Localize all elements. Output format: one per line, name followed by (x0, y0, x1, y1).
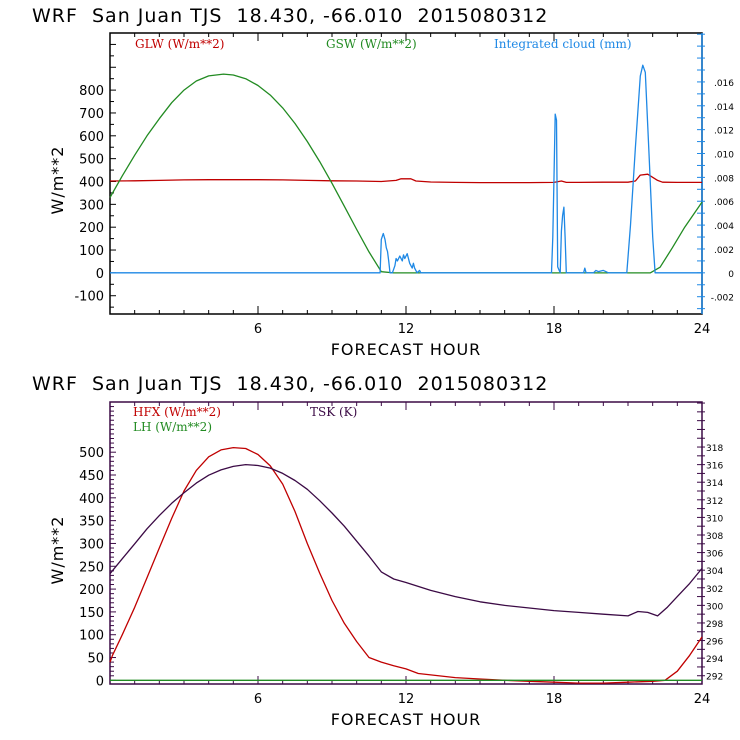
series-line-tsk (109, 463, 703, 617)
y2-tick-label: 316 (706, 462, 723, 472)
x-tick-label: 24 (694, 692, 711, 707)
y-tick-label: 0 (96, 267, 104, 282)
series-line-gsw (109, 73, 703, 274)
y-tick-label: 400 (79, 175, 104, 190)
y2-tick-label: 296 (706, 638, 723, 648)
y2-tick-label: 298 (706, 620, 723, 630)
y-tick-label: 250 (79, 560, 104, 575)
y-tick-label: 700 (79, 107, 104, 122)
y-axis-label: W/m**2 (48, 516, 67, 585)
y2-tick-label: .012 (714, 127, 734, 137)
x-tick-label: 18 (546, 692, 563, 707)
legend-hfx: HFX (W/m**2) (133, 405, 221, 419)
y-tick-label: 0 (96, 674, 104, 689)
legend-glw: GLW (W/m**2) (135, 37, 224, 51)
x-axis-label: FORECAST HOUR (331, 340, 482, 359)
y2-tick-label: .016 (714, 79, 734, 89)
y-axis-label: W/m**2 (48, 146, 67, 215)
y2-tick-label: 314 (706, 479, 723, 489)
y2-tick-label: 308 (706, 532, 723, 542)
legend-cloud: Integrated cloud (mm) (494, 37, 632, 51)
y-tick-label: 350 (79, 515, 104, 530)
y-tick-label: 300 (79, 198, 104, 213)
y2-tick-label: .002 (714, 246, 734, 256)
legend-gsw: GSW (W/m**2) (326, 37, 417, 51)
y-tick-label: 500 (79, 153, 104, 168)
chart-upper: WRF San Juan TJS 18.430, -66.010 2015080… (32, 5, 734, 359)
y2-tick-label: .010 (714, 151, 734, 161)
y2-tick-label: -.002 (711, 294, 734, 304)
y2-tick-label: 318 (706, 444, 723, 454)
series-gsw (109, 73, 703, 274)
legend-tsk: TSK (K) (310, 405, 357, 419)
series-line-integrated (110, 64, 702, 274)
series-hfx (109, 446, 703, 684)
y-tick-label: 200 (79, 221, 104, 236)
series-line-hfx (109, 446, 703, 684)
chart-lower: WRF San Juan TJS 18.430, -66.010 2015080… (32, 373, 723, 729)
x-tick-label: 6 (254, 692, 262, 707)
y2-tick-label: 292 (706, 673, 723, 683)
y2-tick-label: 0 (728, 270, 734, 280)
y2-tick-label: 310 (706, 514, 723, 524)
x-tick-label: 12 (398, 692, 415, 707)
y-tick-label: 450 (79, 469, 104, 484)
x-tick-label: 12 (398, 322, 415, 337)
y2-tick-label: 302 (706, 585, 723, 595)
y-tick-label: 50 (87, 652, 104, 667)
series-integrated (110, 64, 702, 274)
legend-lh: LH (W/m**2) (133, 420, 212, 434)
y2-tick-label: 294 (706, 655, 723, 665)
y-tick-label: 100 (79, 629, 104, 644)
chart-title: WRF San Juan TJS 18.430, -66.010 2015080… (32, 373, 548, 395)
y2-tick-label: .004 (714, 222, 734, 232)
chart-title: WRF San Juan TJS 18.430, -66.010 2015080… (32, 5, 548, 27)
y2-tick-label: 312 (706, 497, 723, 507)
y2-tick-label: 304 (706, 567, 723, 577)
x-tick-label: 18 (546, 322, 563, 337)
x-tick-label: 6 (254, 322, 262, 337)
x-tick-label: 24 (694, 322, 711, 337)
y-tick-label: 300 (79, 537, 104, 552)
y2-tick-label: 306 (706, 550, 723, 560)
series-tsk (109, 463, 703, 617)
y-tick-label: 200 (79, 583, 104, 598)
y2-tick-label: .014 (714, 103, 734, 113)
y2-tick-label: .008 (714, 174, 734, 184)
y-tick-label: 600 (79, 130, 104, 145)
y2-tick-label: .006 (714, 198, 734, 208)
y-tick-label: 100 (79, 244, 104, 259)
x-axis-label: FORECAST HOUR (331, 710, 482, 729)
plot-frame (109, 401, 703, 685)
y-tick-label: 800 (79, 84, 104, 99)
series-line-glw (109, 173, 702, 184)
series-glw (109, 173, 702, 184)
plot-frame (109, 32, 703, 315)
y2-tick-label: 300 (706, 602, 723, 612)
y-tick-label: 150 (79, 606, 104, 621)
y-tick-label: 500 (79, 446, 104, 461)
y-tick-label: 400 (79, 492, 104, 507)
y-tick-label: -100 (74, 290, 104, 305)
